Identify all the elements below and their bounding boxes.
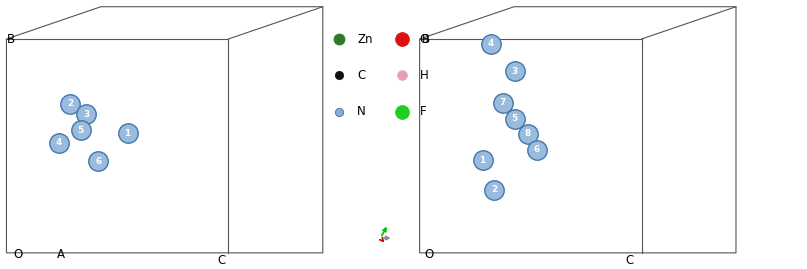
Text: 8: 8 [525,129,531,139]
Text: B: B [422,33,430,45]
Text: 2: 2 [491,185,497,194]
Text: 5: 5 [77,126,84,135]
Text: 5: 5 [512,114,518,123]
Text: N: N [358,105,366,118]
Text: O: O [420,33,429,45]
Text: 3: 3 [83,110,90,119]
Text: 4: 4 [487,39,494,48]
Text: A: A [56,248,65,261]
Text: C: C [625,254,633,267]
Text: B: B [6,33,15,45]
Text: 3: 3 [512,67,518,76]
Text: 1: 1 [479,155,486,165]
Text: 7: 7 [500,98,506,107]
Text: C: C [358,69,366,82]
Text: O: O [424,248,434,261]
Text: H: H [420,69,429,82]
Text: 2: 2 [67,99,73,108]
Text: 6: 6 [533,145,540,154]
Text: 6: 6 [95,157,102,166]
Text: C: C [218,254,226,267]
Text: Zn: Zn [358,33,373,45]
Text: 4: 4 [56,138,62,147]
Text: 1: 1 [124,129,131,138]
Text: F: F [420,105,426,118]
Text: O: O [13,248,23,261]
